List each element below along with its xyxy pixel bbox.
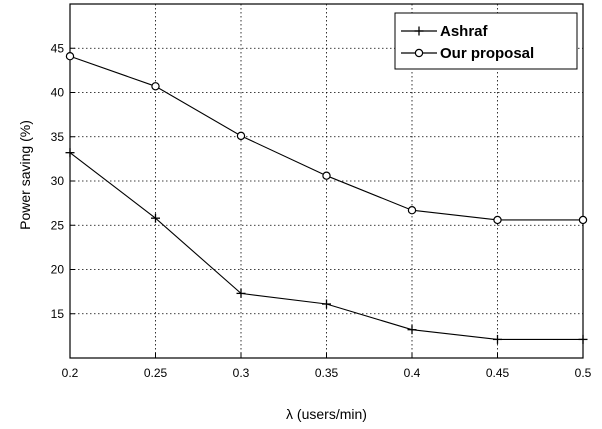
legend-marker-icon [414,26,424,36]
y-tick-label: 45 [51,41,65,55]
data-point-our-proposal [322,171,331,180]
x-tick-label: 0.4 [404,366,421,380]
x-tick-label: 0.35 [315,366,339,380]
data-point-ashraf [236,288,246,298]
data-point-ashraf [407,325,417,335]
y-tick-label: 25 [51,218,65,232]
grid [70,4,583,358]
legend-marker-icon [414,48,424,58]
data-point-ashraf [151,213,160,223]
data-point-our-proposal [578,215,588,225]
series-group [65,52,588,344]
data-point-our-proposal [65,52,75,61]
y-tick-label: 40 [51,86,65,100]
data-point-ashraf [578,334,588,344]
legend: Ashraf Our proposal [394,12,578,70]
y-tick-label: 20 [51,263,65,277]
data-point-our-proposal [151,82,160,91]
axis-ticks: 0.2 0.25 0.3 0.35 0.4 0.45 0.5 15 20 25 30 35 40 45 [51,41,592,380]
y-tick-label: 30 [51,174,65,188]
x-tick-label: 0.2 [62,366,79,380]
x-tick-label: 0.5 [575,366,592,380]
data-point-ashraf [322,299,331,309]
x-tick-label: 0.3 [233,366,250,380]
x-axis-label: λ (users/min) [286,406,367,422]
legend-label-our-proposal: Our proposal [440,45,534,62]
y-tick-label: 35 [51,130,65,144]
data-point-our-proposal [493,215,502,225]
y-axis-label: Power saving (%) [17,120,33,230]
data-point-our-proposal [407,206,417,215]
x-tick-label: 0.25 [144,366,168,380]
legend-box [394,12,578,70]
legend-marker-ashraf [414,26,424,36]
data-point-ashraf [65,148,75,158]
data-point-our-proposal [236,131,246,141]
y-tick-label: 15 [51,307,65,321]
x-tick-label: 0.45 [486,366,510,380]
legend-label-ashraf: Ashraf [440,23,489,40]
legend-marker-our-proposal [414,48,424,58]
data-point-ashraf [493,334,502,344]
